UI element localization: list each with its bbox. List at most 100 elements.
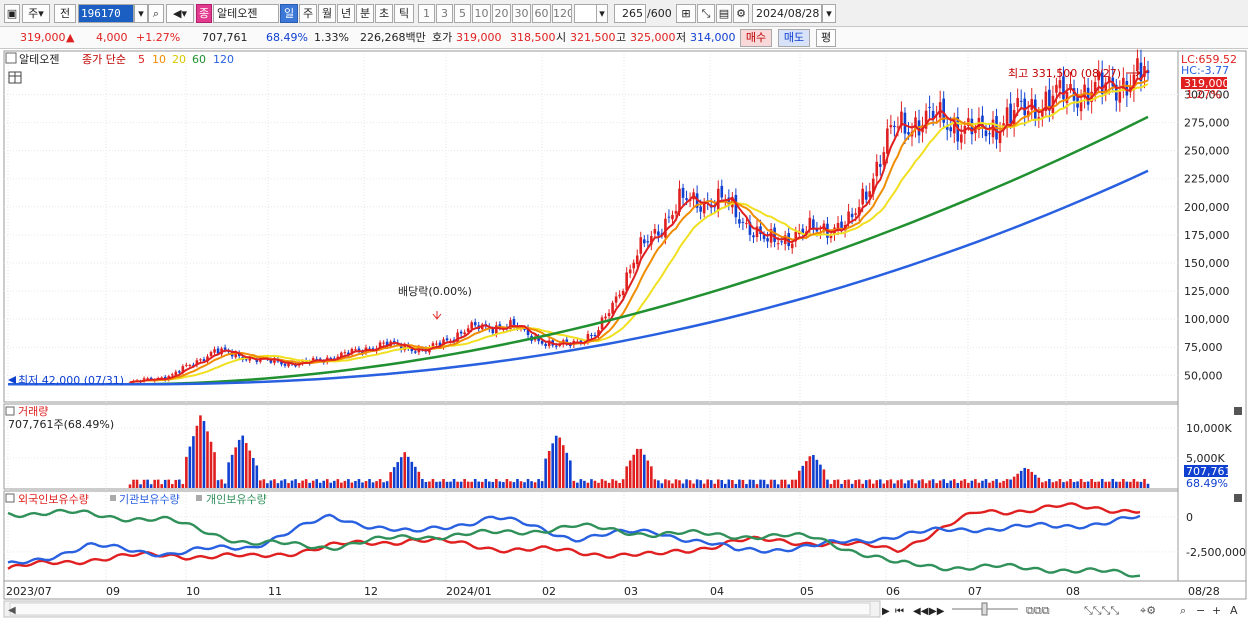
volume-bar	[509, 481, 512, 488]
prev-page-icon[interactable]: ◀◀	[913, 606, 929, 617]
volume-bar	[917, 480, 921, 488]
candle-body	[470, 322, 473, 329]
first-page-icon[interactable]: ⏮	[895, 606, 904, 617]
volume-bar	[970, 480, 974, 488]
zoom-slider-handle[interactable]	[981, 602, 988, 616]
interval-30[interactable]: 30	[512, 4, 531, 23]
volume-bar	[805, 461, 808, 488]
volume-bar	[244, 443, 248, 488]
interval-120[interactable]: 120	[552, 4, 572, 23]
candle-body	[216, 348, 220, 354]
volume-bar	[653, 479, 657, 488]
period-second[interactable]: 초	[375, 4, 393, 23]
chevron-down-icon[interactable]: ▾	[596, 4, 608, 23]
period-tick[interactable]: 틱	[394, 4, 414, 23]
volume-bar	[745, 484, 748, 488]
y-tick-label: 50,000	[1184, 369, 1223, 382]
volume-bar	[378, 479, 382, 488]
volume-bar	[1086, 481, 1090, 488]
interval-1[interactable]: 1	[418, 4, 435, 23]
stock-name-field[interactable]: 알테오젠	[213, 4, 279, 23]
x-tick-label: 2024/01	[446, 585, 492, 598]
volume-bar	[438, 481, 442, 488]
candle-body	[614, 296, 618, 303]
settings-icon[interactable]: ⌖⚙	[1140, 604, 1156, 617]
candle-body	[674, 210, 678, 214]
buy-button[interactable]: 매수	[740, 29, 772, 47]
search-icon[interactable]: ⌕	[1180, 604, 1186, 617]
volume-bar	[914, 483, 917, 488]
chevron-down-icon[interactable]: ▾	[822, 4, 836, 23]
candle-body	[847, 211, 850, 224]
gear-icon[interactable]: ⚙	[733, 4, 749, 23]
candle-body	[178, 371, 181, 373]
zoom-out-icon[interactable]: −	[1196, 604, 1205, 617]
candle-body	[385, 341, 389, 346]
prev-button[interactable]: 전	[54, 4, 76, 23]
scroll-left-icon[interactable]: ◀	[8, 605, 16, 616]
close-icon[interactable]	[1234, 407, 1242, 415]
volume-bar	[445, 481, 449, 488]
period-week[interactable]: 주	[299, 4, 317, 23]
panel-menu-icon[interactable]	[5, 493, 15, 503]
candle-body	[727, 197, 731, 205]
period-day[interactable]: 일	[280, 4, 298, 23]
eval-button[interactable]: 평	[816, 29, 836, 47]
interval-3[interactable]: 3	[436, 4, 453, 23]
interval-20[interactable]: 20	[492, 4, 511, 23]
date-input[interactable]: 2024/08/28	[752, 4, 822, 23]
scrollbar-thumb[interactable]	[9, 602, 871, 616]
candle-body	[315, 358, 318, 360]
candle-body	[657, 231, 660, 236]
volume-bar	[956, 482, 960, 488]
period-minute[interactable]: 분	[356, 4, 374, 23]
volume-bar	[769, 479, 773, 488]
stock-code-input[interactable]: 196170	[78, 4, 134, 23]
volume-bar	[963, 479, 967, 488]
candle-body	[671, 214, 674, 220]
period-month[interactable]: 월	[318, 4, 336, 23]
volume-bar	[762, 479, 766, 488]
next-page-icon[interactable]: ▶▶	[929, 606, 945, 617]
volume-tag-bg	[1184, 465, 1228, 477]
candle-body	[185, 364, 188, 366]
period-year[interactable]: 년	[337, 4, 355, 23]
scroll-right-icon[interactable]: ▶	[882, 606, 890, 617]
search-icon[interactable]: ⌕	[148, 4, 164, 23]
volume-bar	[1019, 470, 1023, 488]
volume-bar	[900, 479, 903, 488]
volume-bar	[600, 479, 604, 488]
draw-tools-icon[interactable]: ⤡⤡⤡⤡	[1084, 604, 1119, 617]
volume-bar	[530, 481, 533, 488]
indicator-icon[interactable]: ⊞	[676, 4, 696, 23]
candle-body	[1139, 62, 1143, 82]
interval-10[interactable]: 10	[472, 4, 491, 23]
volume-bar	[826, 479, 829, 488]
count-input[interactable]: 265	[614, 4, 646, 23]
volume-bar	[1132, 479, 1136, 488]
interval-5[interactable]: 5	[454, 4, 471, 23]
draw-icon[interactable]: ⤡	[697, 4, 715, 23]
volume-bar	[347, 479, 350, 488]
close-icon[interactable]	[1234, 494, 1242, 502]
candle-body	[741, 221, 745, 223]
panel-menu-icon[interactable]	[5, 406, 15, 416]
market-select[interactable]: 주▾	[22, 4, 50, 23]
sell-button[interactable]: 매도	[778, 29, 810, 47]
zoom-in-icon[interactable]: +	[1212, 604, 1221, 617]
layout-icon[interactable]: ⧉⧉⧉	[1026, 604, 1050, 617]
volume-bar	[1005, 479, 1009, 488]
speaker-icon[interactable]: ◀▾	[166, 4, 194, 23]
save-icon[interactable]: ▤	[716, 4, 732, 23]
font-size-icon[interactable]: A	[1230, 604, 1238, 617]
candle-body	[621, 290, 625, 295]
panel-menu-icon[interactable]	[5, 52, 17, 64]
volume-bar	[738, 479, 741, 488]
volume-bar	[311, 480, 315, 488]
interval-60[interactable]: 60	[532, 4, 551, 23]
candle-body	[399, 344, 403, 350]
window-icon[interactable]: ▣	[4, 4, 20, 23]
candle-body	[815, 228, 819, 232]
candle-body	[984, 130, 988, 137]
chevron-down-icon[interactable]: ▾	[134, 4, 148, 23]
